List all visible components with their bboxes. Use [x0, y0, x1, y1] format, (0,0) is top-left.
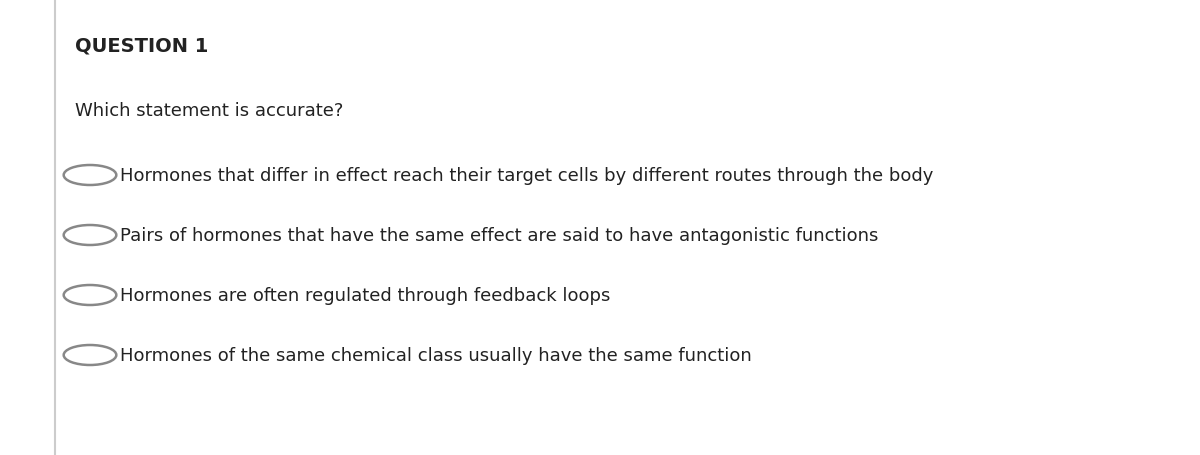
Text: Hormones of the same chemical class usually have the same function: Hormones of the same chemical class usua… — [120, 346, 751, 364]
Text: Pairs of hormones that have the same effect are said to have antagonistic functi: Pairs of hormones that have the same eff… — [120, 227, 878, 244]
Text: QUESTION 1: QUESTION 1 — [74, 36, 209, 56]
Ellipse shape — [64, 166, 116, 186]
Ellipse shape — [64, 345, 116, 365]
Text: Which statement is accurate?: Which statement is accurate? — [74, 102, 343, 120]
Ellipse shape — [64, 226, 116, 245]
Text: Hormones are often regulated through feedback loops: Hormones are often regulated through fee… — [120, 286, 611, 304]
Ellipse shape — [64, 285, 116, 305]
Text: Hormones that differ in effect reach their target cells by different routes thro: Hormones that differ in effect reach the… — [120, 167, 934, 185]
